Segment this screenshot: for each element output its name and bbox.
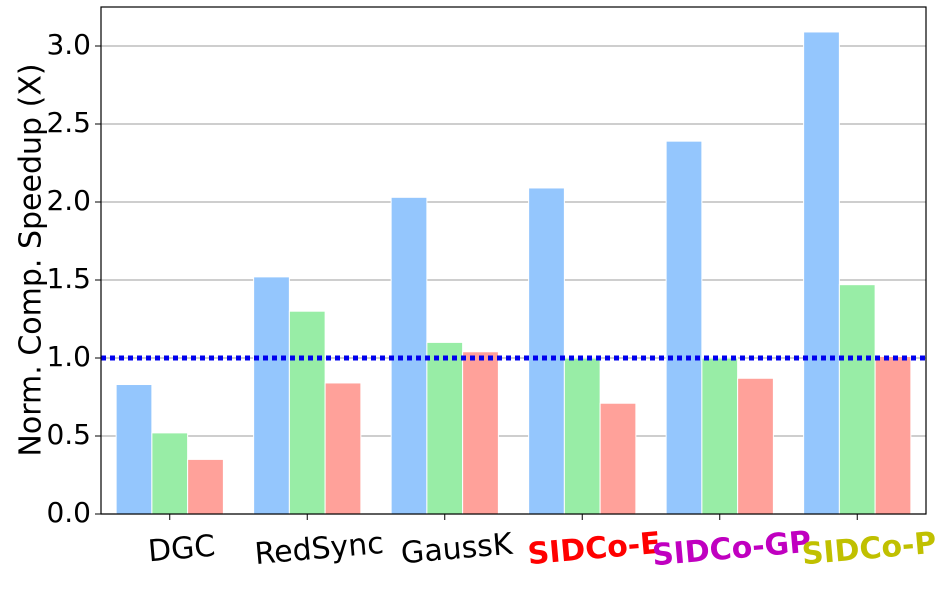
bar [253,276,290,515]
x-tick-label: SIDCo-E [526,526,662,572]
bar [528,187,565,515]
y-axis-label: Norm. Comp. Speedup (X) [14,63,49,456]
x-tick-label: SIDCo-P [801,526,935,573]
bar [803,31,840,515]
x-tick-label: GaussK [400,527,516,572]
bar [737,377,774,515]
y-tick-label: 3.0 [46,28,91,61]
bar [665,140,703,515]
bar [838,284,876,515]
bar [288,310,326,515]
bar [874,355,912,515]
y-tick-label: 2.0 [46,184,91,217]
bar [701,357,739,515]
y-tick-label: 1.5 [46,262,91,295]
bar [115,384,153,515]
bar [324,382,362,515]
x-tick-label: DGC [147,529,217,570]
x-tick-label: RedSync [253,526,385,572]
bar [599,402,637,515]
bar [151,432,189,515]
x-tick-label: SIDCo-GP [651,525,813,574]
y-tick-label: 0.5 [46,418,91,451]
bar [462,351,499,515]
bar [563,357,601,515]
y-tick-label: 1.0 [46,340,91,373]
bar [187,458,224,515]
plot-frame [100,6,927,515]
y-tick-label: 0.0 [46,496,91,529]
bar [426,341,464,515]
y-tick-label: 2.5 [46,106,91,139]
